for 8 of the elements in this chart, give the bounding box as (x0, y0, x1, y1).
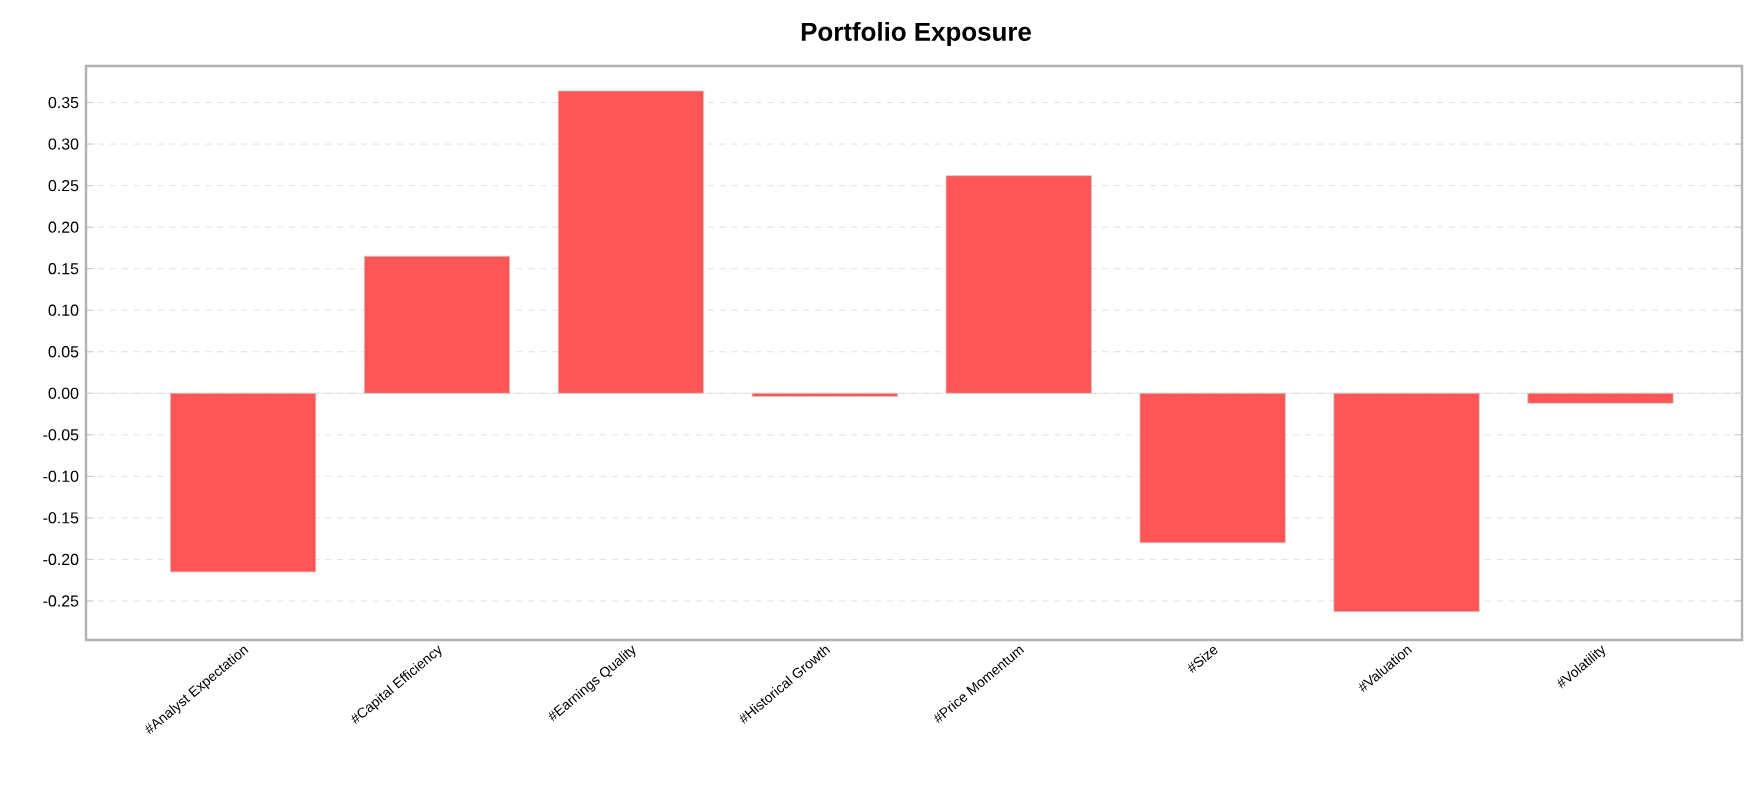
bar (363, 255, 511, 394)
bar (1333, 392, 1480, 613)
bar (945, 175, 1092, 394)
bar (169, 392, 317, 573)
bar (557, 90, 705, 394)
chart-title: Portfolio Exposure (801, 21, 1031, 47)
bar (1527, 392, 1674, 404)
bar (1139, 392, 1286, 544)
